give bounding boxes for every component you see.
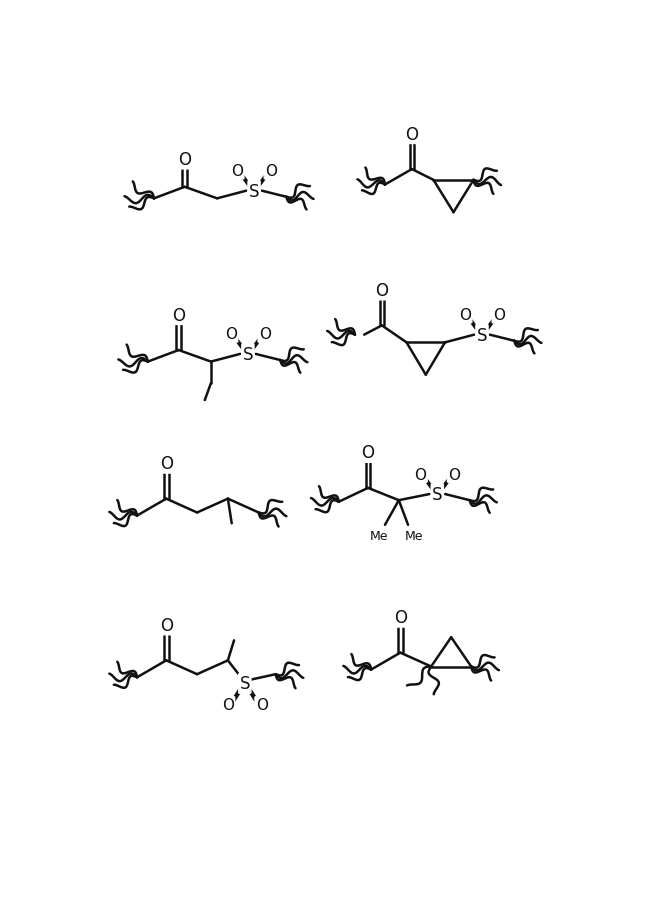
Text: O: O bbox=[259, 327, 271, 342]
Text: O: O bbox=[225, 327, 237, 342]
Text: O: O bbox=[265, 164, 277, 179]
Text: O: O bbox=[414, 467, 426, 482]
Text: S: S bbox=[432, 486, 443, 504]
Text: O: O bbox=[160, 616, 173, 634]
Text: Me: Me bbox=[405, 529, 424, 543]
Text: O: O bbox=[493, 308, 505, 322]
Text: O: O bbox=[178, 151, 191, 169]
Text: S: S bbox=[249, 182, 260, 200]
Text: O: O bbox=[231, 164, 243, 179]
Text: O: O bbox=[172, 306, 185, 324]
Text: O: O bbox=[160, 455, 173, 472]
Text: O: O bbox=[361, 444, 374, 462]
Text: O: O bbox=[375, 282, 388, 300]
Text: O: O bbox=[459, 308, 471, 322]
Text: S: S bbox=[240, 675, 250, 693]
Text: O: O bbox=[256, 698, 268, 712]
Text: O: O bbox=[448, 467, 460, 482]
Text: S: S bbox=[242, 346, 253, 364]
Text: Me: Me bbox=[370, 529, 388, 543]
Text: O: O bbox=[394, 609, 407, 627]
Text: O: O bbox=[222, 698, 234, 712]
Text: S: S bbox=[477, 326, 487, 344]
Text: O: O bbox=[406, 126, 418, 144]
